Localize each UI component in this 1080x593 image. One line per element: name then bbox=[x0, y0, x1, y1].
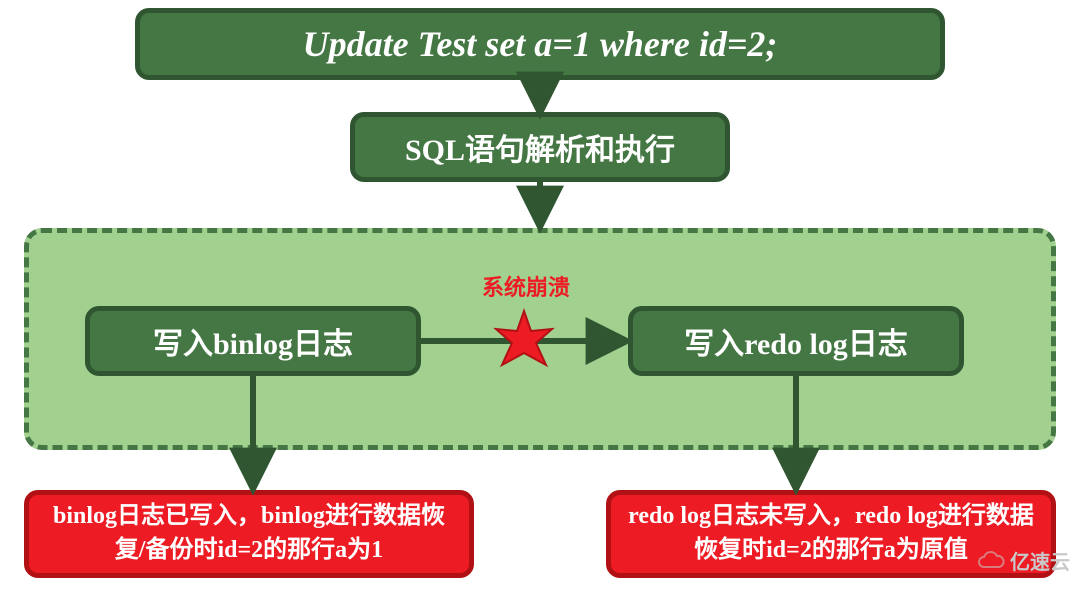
flow-arrows bbox=[0, 0, 1080, 593]
cloud-icon bbox=[976, 551, 1006, 571]
watermark: 亿速云 bbox=[976, 546, 1070, 575]
watermark-text: 亿速云 bbox=[1010, 546, 1070, 575]
